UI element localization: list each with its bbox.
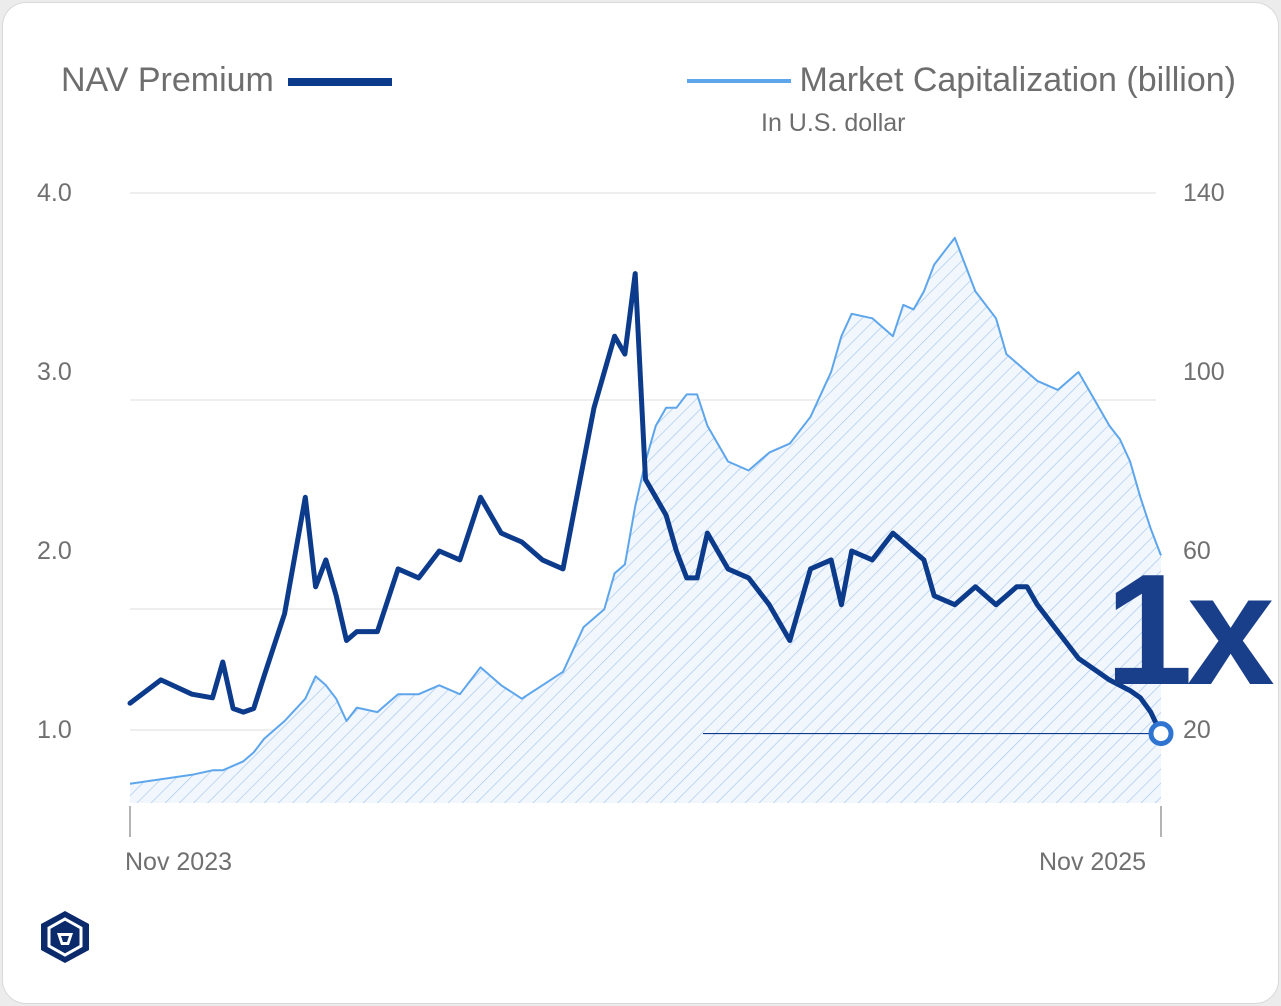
market-cap-line [129, 236, 1162, 785]
legend-mc-unit: In U.S. dollar [761, 109, 906, 137]
legend-nav-label: NAV Premium [61, 61, 274, 99]
x-tick-label-start: Nov 2023 [125, 848, 233, 876]
legend-mc-label: Market Capitalization (billion) [799, 61, 1236, 99]
y-right-tick-label: 20 [1183, 716, 1211, 744]
y-left-tick-label: 3.0 [37, 358, 72, 386]
y-left-tick-label: 1.0 [37, 716, 72, 744]
brand-logo-icon [41, 911, 89, 963]
legend-mc-swatch [687, 78, 792, 83]
legend-market-cap: Market Capitalization (billion) [687, 61, 1236, 100]
nav-premium-line [127, 271, 1164, 737]
chart-plot [127, 192, 1174, 837]
legend-nav-premium: NAV Premium [61, 61, 392, 100]
y-right-tick-label: 100 [1183, 358, 1225, 386]
end-point-marker [1148, 721, 1174, 747]
y-right-tick-label: 140 [1183, 179, 1225, 207]
market-cap-area [130, 237, 1161, 804]
one-x-annotation: 1x [1105, 542, 1275, 718]
y-left-tick-label: 4.0 [37, 179, 72, 207]
y-right-tick-label: 60 [1183, 537, 1211, 565]
x-tick-label-end: Nov 2025 [1039, 848, 1147, 876]
y-left-tick-label: 2.0 [37, 537, 72, 565]
legend-nav-swatch [287, 77, 392, 86]
